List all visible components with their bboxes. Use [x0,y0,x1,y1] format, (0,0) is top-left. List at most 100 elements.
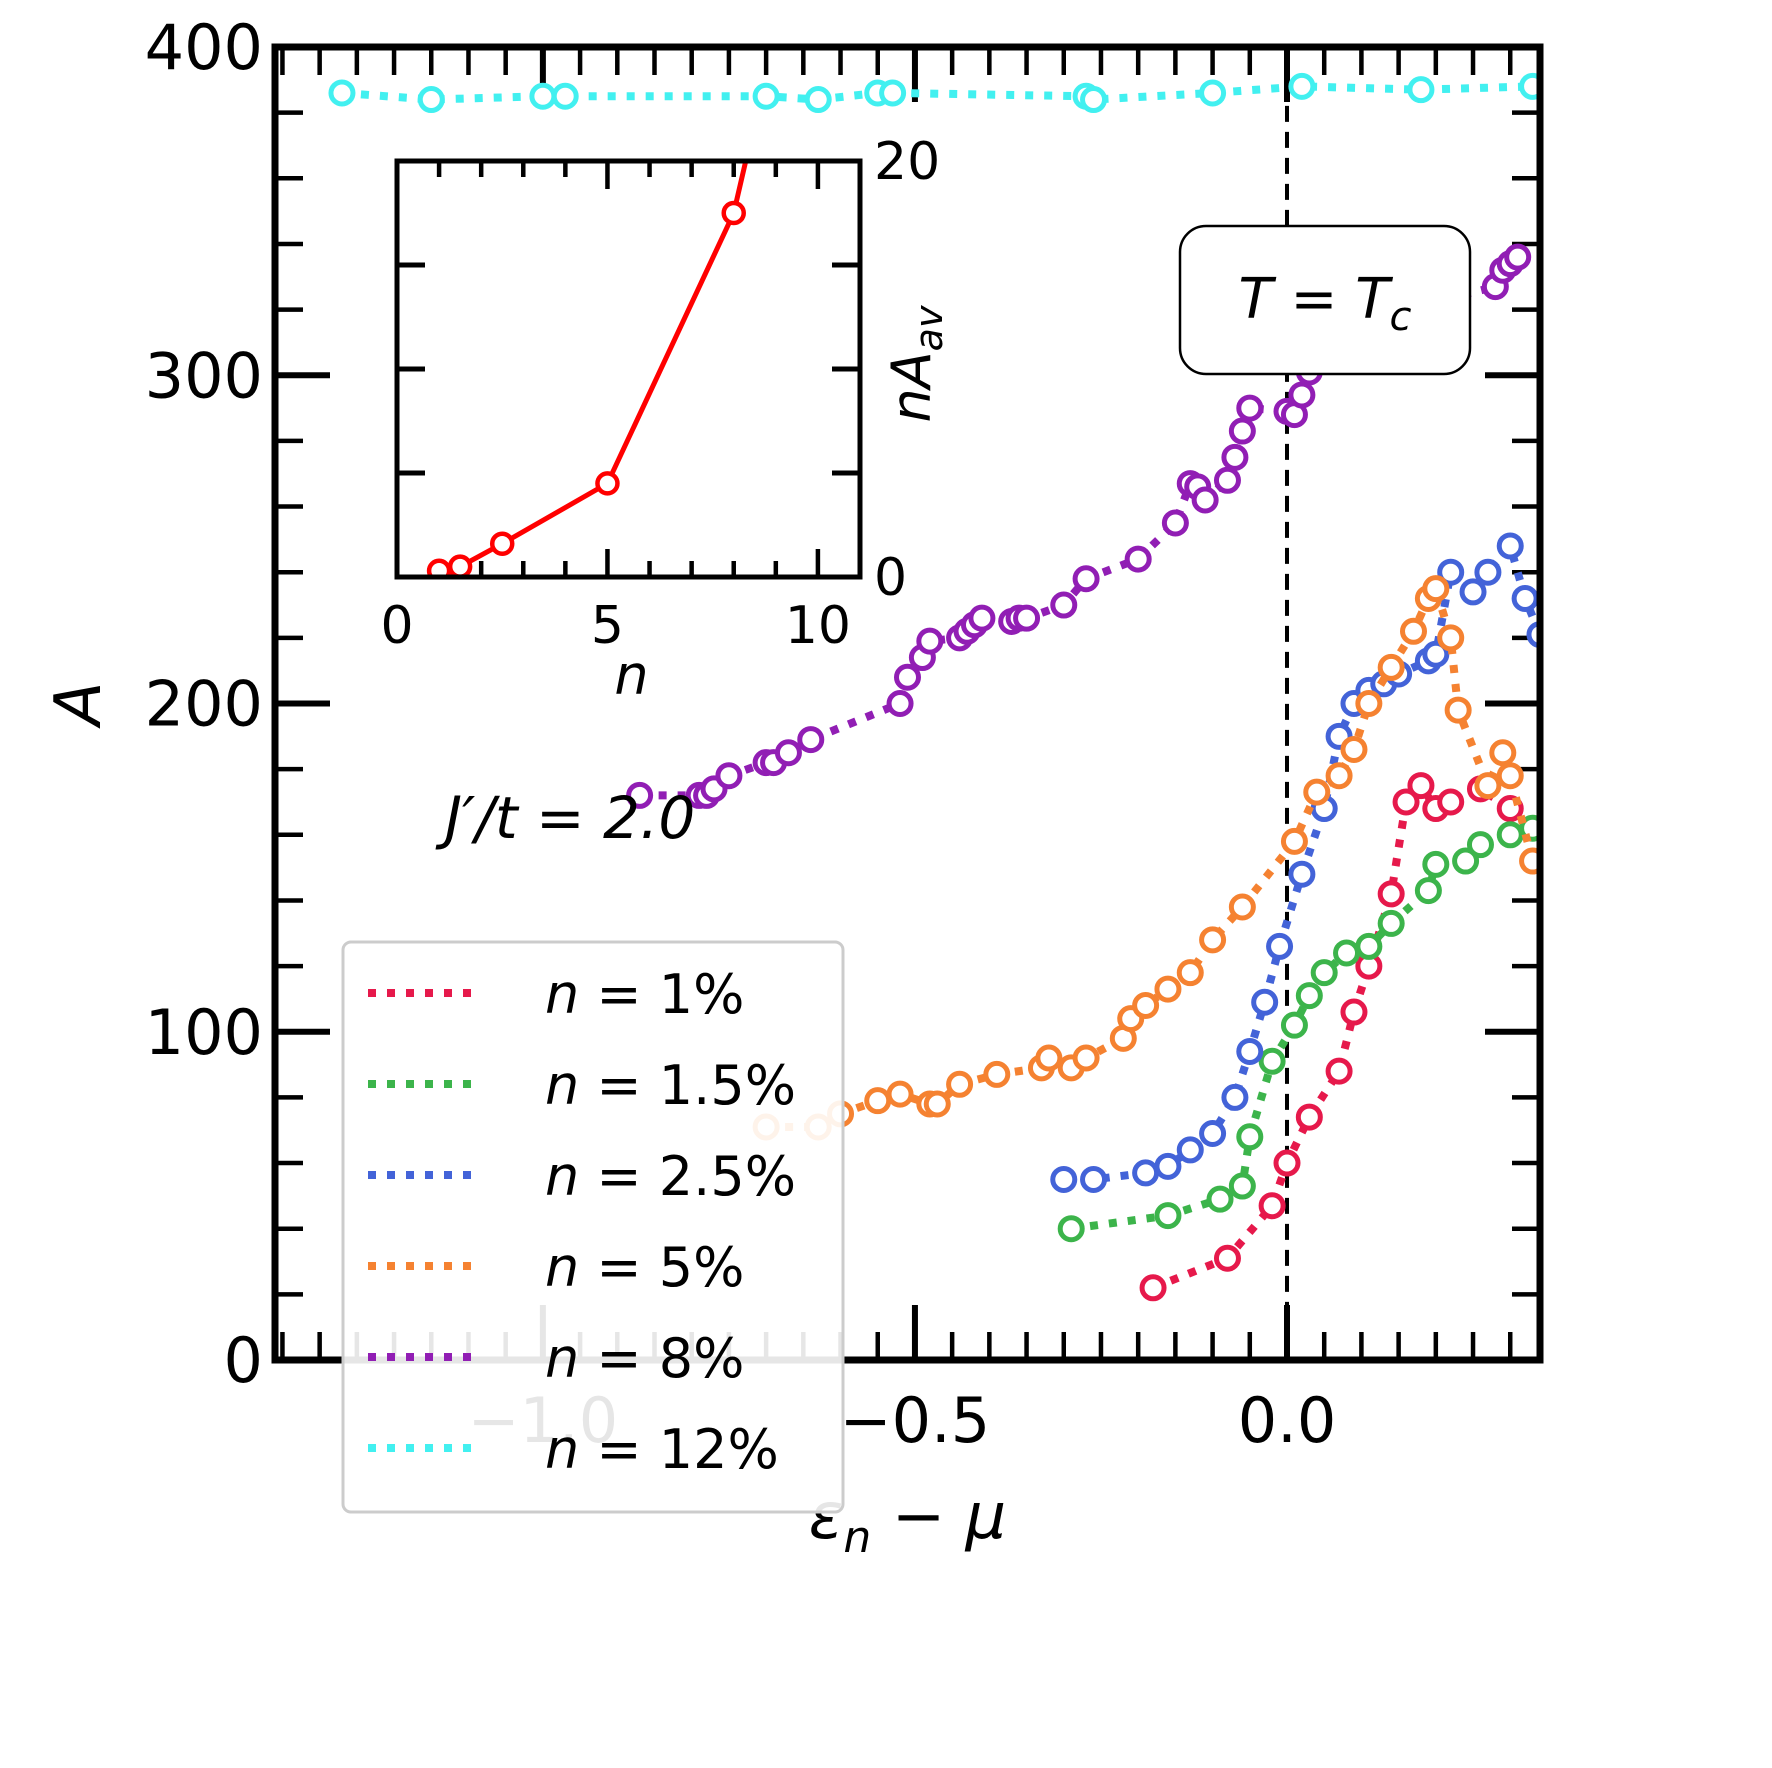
series-n-8-point [1013,604,1041,632]
series-n-8-point [774,739,802,767]
series-n-1-point [1325,1057,1353,1085]
series-n-8-point [1191,486,1219,514]
series-n-12-point [879,79,907,107]
series-n-1-point [1295,1103,1323,1131]
series-n-1-point [1273,1149,1301,1177]
series-n-5-point [1303,778,1331,806]
series-n-1-point [1258,1192,1286,1220]
series-n-2-5-point [1176,1136,1204,1164]
legend-item-n-8: n = 8% [368,1327,744,1390]
legend-item-n-1-5: n = 1.5% [368,1054,796,1117]
series-n-2-5-point [1221,1083,1249,1111]
series-n-1-5-point [1355,932,1383,960]
series-n-1-point [1340,998,1368,1026]
series-n-5-point [1228,893,1256,921]
series-n-1-5-point [1280,1011,1308,1039]
inset-y-tick-label: 0 [874,548,907,608]
inset-series-point [447,554,473,577]
series-n-8-point [1124,545,1152,573]
series-n-8-point [715,762,743,790]
series-n-5-point [1496,762,1524,790]
series-n-12-point [1199,79,1227,107]
temperature-annotation-text: T = Tc [1239,267,1412,340]
series-n-5-point [1355,690,1383,717]
series-n-1-5-point [1310,959,1338,987]
series-n-2-5-point [1251,988,1279,1016]
series-n-8-point [1228,417,1256,445]
main-x-tick-label: −0.5 [840,1384,991,1457]
series-n-2-5-point [1199,1120,1227,1148]
series-n-1-5 [1057,814,1540,1243]
temperature-annotation: T = Tc [1178,224,1472,376]
series-n-8-point [894,663,921,691]
series-n-8-point [886,690,914,717]
series-n-5-point [1035,1044,1063,1072]
series-n-8-point [1221,443,1249,471]
series-n-2-5-point [1474,558,1502,586]
series-n-5-point [1377,653,1405,681]
series-n-12-point [804,86,832,114]
series-n-5-point [886,1080,914,1108]
series-n-8-point [916,627,944,655]
inset-series-point [595,471,620,496]
series-n-12-point [328,79,356,107]
series-n-1-point [1377,880,1405,908]
inset-background [397,161,860,577]
series-n-8-point [1213,466,1241,494]
series-n-1-5-point [1057,1215,1085,1243]
series-n-8-point [1072,565,1100,593]
main-y-tick-label: 400 [145,11,263,84]
series-n-5-point [946,1070,974,1098]
series-n-5-point [1437,624,1465,652]
series-n-12 [328,72,1540,114]
series-n-5-point [1422,575,1450,603]
legend-label: n = 5% [545,1236,744,1299]
inset-tick-labels: 0 5 10 0 20 [380,132,940,656]
series-n-1-point [1213,1244,1241,1272]
series-n-12-point [529,82,557,110]
series-n-2-5-point [1511,584,1539,612]
series-n-8-point [1161,509,1189,537]
series-n-1-5-point [1519,814,1540,842]
series-n-8-point [626,781,654,809]
series-n-5-point [1400,617,1427,645]
series-n-1-5-point [1496,821,1524,849]
series-n-1-5-point [1422,850,1450,878]
series-n-5-point [1199,926,1227,954]
main-plot-frame [271,43,1544,1364]
coupling-annotation: J′/t = 2.0 [435,784,695,852]
series-n-5-point [1325,762,1353,790]
series-n-1-point [1407,772,1435,800]
series-n-1-5-point [1333,939,1361,967]
series-n-1-5-point [1466,831,1494,859]
series-n-2-5-point [1459,578,1487,606]
main-series-group [328,72,1540,1302]
main-y-axis-label: A [42,682,116,730]
series-n-5-point [923,1090,951,1118]
legend-label: n = 12% [545,1418,779,1481]
series-n-5-point [1072,1044,1100,1072]
legend-label: n = 1.5% [545,1054,796,1117]
legend-items: n = 1% n = 1.5% n = 2.5% n = 5% n = 8% n = 12… [368,963,796,1481]
series-n-1-point [1139,1274,1167,1302]
series-n-2-5-point [1266,932,1294,960]
legend-label: n = 2.5% [545,1145,796,1208]
legend: n = 1% n = 1.5% n = 2.5% n = 5% n = 8% n = 12… [341,940,845,1514]
main-y-tick-label: 0 [224,1324,263,1397]
inset-y-axis-label: nAav [880,305,951,422]
series-n-1-5-point [1295,982,1323,1010]
inset-series-group [426,161,749,577]
legend-label: n = 1% [545,963,744,1026]
series-n-2-5-point [1080,1165,1108,1193]
series-n-5-point [1444,696,1472,724]
series-n-12-point [1080,86,1108,114]
series-n-5-point [1519,847,1540,875]
main-x-tick-label: 0.0 [1238,1384,1337,1457]
series-n-8-point [968,604,996,632]
series-n-5-point [864,1087,892,1115]
series-n-1 [1139,772,1524,1302]
inset-x-tick-label: 10 [785,596,851,656]
